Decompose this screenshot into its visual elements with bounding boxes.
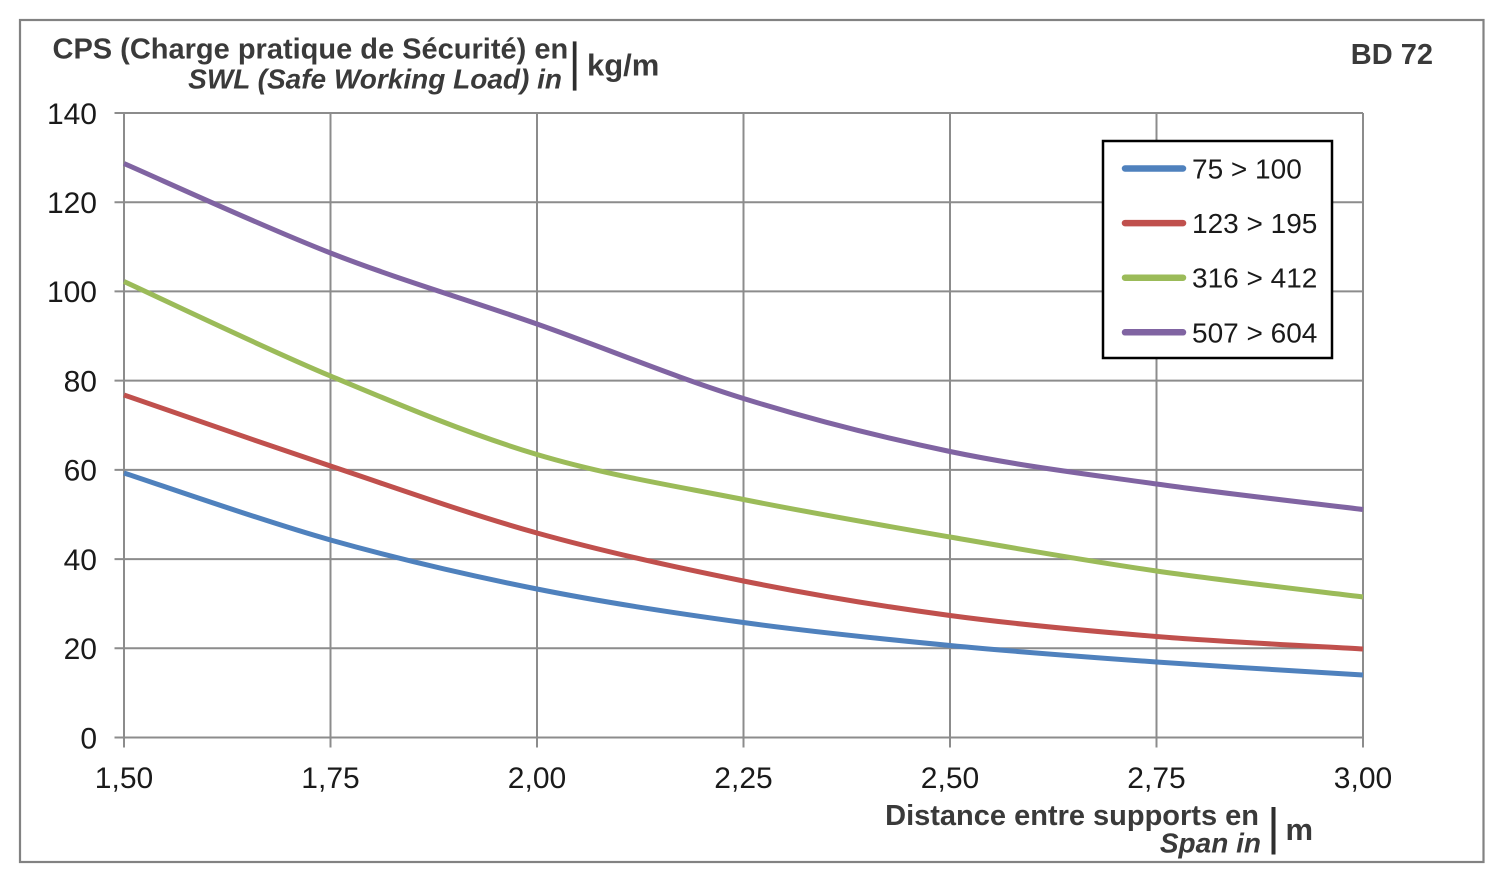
svg-text:kg/m: kg/m bbox=[587, 48, 659, 83]
svg-text:2,75: 2,75 bbox=[1127, 762, 1185, 795]
svg-text:Span in: Span in bbox=[1160, 828, 1261, 859]
svg-text:20: 20 bbox=[64, 633, 97, 666]
svg-text:75 > 100: 75 > 100 bbox=[1192, 154, 1302, 185]
svg-text:3,00: 3,00 bbox=[1334, 762, 1392, 795]
svg-text:60: 60 bbox=[64, 455, 97, 488]
svg-text:123 > 195: 123 > 195 bbox=[1192, 208, 1317, 239]
svg-text:2,50: 2,50 bbox=[921, 762, 979, 795]
svg-text:0: 0 bbox=[80, 722, 97, 755]
svg-text:CPS (Charge pratique de Sécuri: CPS (Charge pratique de Sécurité) en bbox=[53, 34, 569, 66]
svg-text:507 > 604: 507 > 604 bbox=[1192, 317, 1317, 348]
svg-text:1,75: 1,75 bbox=[301, 762, 359, 795]
svg-text:Distance entre supports en: Distance entre supports en bbox=[885, 800, 1259, 832]
svg-text:1,50: 1,50 bbox=[95, 762, 153, 795]
svg-text:BD 72: BD 72 bbox=[1351, 39, 1433, 71]
svg-text:100: 100 bbox=[47, 276, 97, 309]
svg-text:40: 40 bbox=[64, 544, 97, 577]
svg-text:120: 120 bbox=[47, 187, 97, 220]
svg-text:2,25: 2,25 bbox=[714, 762, 772, 795]
svg-text:SWL (Safe Working Load) in: SWL (Safe Working Load) in bbox=[188, 64, 562, 95]
svg-text:m: m bbox=[1286, 812, 1314, 847]
svg-text:316 > 412: 316 > 412 bbox=[1192, 263, 1317, 294]
svg-text:80: 80 bbox=[64, 365, 97, 398]
svg-text:140: 140 bbox=[47, 98, 97, 131]
svg-text:2,00: 2,00 bbox=[508, 762, 566, 795]
